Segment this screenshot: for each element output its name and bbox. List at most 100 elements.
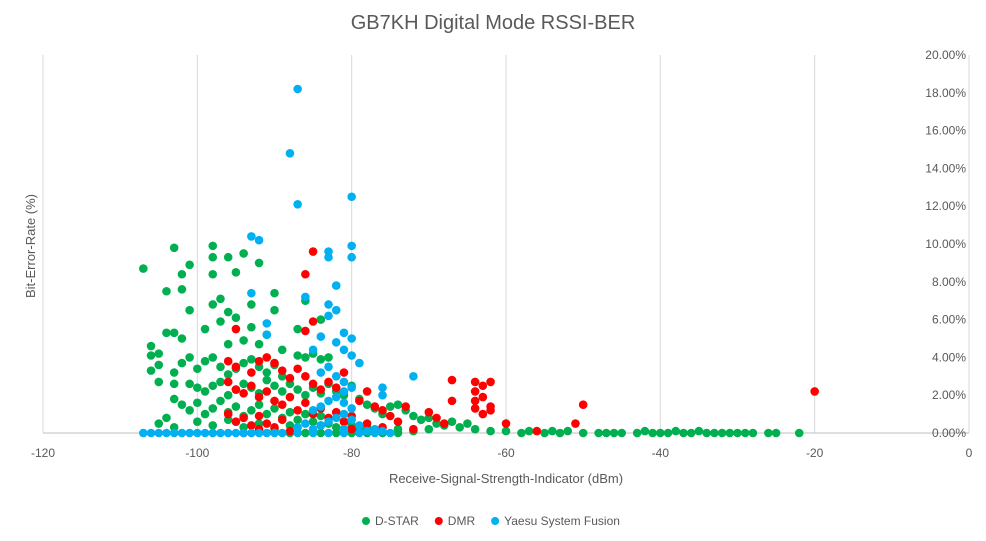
data-point [486, 406, 495, 415]
data-point [571, 419, 580, 428]
data-point [239, 336, 248, 345]
data-point [331, 305, 341, 315]
data-point [347, 241, 356, 251]
data-point [424, 407, 434, 417]
data-point [277, 415, 287, 425]
data-point [501, 426, 511, 436]
data-point [146, 366, 156, 375]
data-point [316, 368, 326, 377]
data-points [139, 84, 819, 438]
data-point [331, 392, 341, 402]
data-point [339, 417, 349, 426]
legend-label: Yaesu System Fusion [504, 514, 620, 528]
y-tick-label: 2.00% [932, 388, 966, 402]
data-point [331, 372, 341, 381]
data-point [270, 404, 279, 413]
data-point [347, 424, 356, 434]
data-point [463, 419, 472, 428]
data-point [239, 413, 248, 423]
data-point [254, 356, 264, 366]
data-point [339, 428, 349, 438]
data-point [486, 426, 495, 436]
data-point [432, 413, 441, 423]
data-point [146, 351, 156, 360]
data-point [324, 396, 333, 406]
data-point [254, 235, 264, 245]
data-point [239, 358, 248, 368]
data-point [339, 377, 349, 387]
data-point [439, 419, 449, 428]
data-point [154, 360, 164, 370]
data-point [277, 428, 287, 438]
data-point [470, 404, 480, 413]
data-point [293, 415, 302, 425]
data-point [223, 339, 233, 349]
data-point [339, 409, 349, 419]
data-point [200, 409, 210, 419]
data-point [733, 428, 742, 438]
data-point [540, 428, 549, 438]
data-point [254, 392, 264, 402]
data-point [308, 345, 318, 355]
legend-marker [434, 517, 443, 525]
data-point [231, 313, 241, 323]
legend-marker [491, 517, 500, 525]
data-point [247, 300, 256, 309]
data-point [177, 269, 187, 279]
legend-item: Yaesu System Fusion [491, 514, 620, 528]
data-point [231, 362, 241, 372]
x-tick-label: -60 [497, 446, 515, 460]
data-point [239, 249, 248, 258]
data-point [193, 398, 202, 408]
data-point [316, 332, 326, 341]
data-point [154, 377, 164, 387]
data-point [270, 288, 279, 298]
data-point [324, 300, 333, 309]
data-point [247, 288, 256, 298]
data-point [262, 387, 272, 396]
data-point [223, 307, 233, 317]
data-point [486, 377, 495, 387]
data-point [200, 356, 210, 366]
data-point [293, 84, 302, 94]
data-point [378, 383, 387, 392]
data-point [231, 428, 241, 438]
data-point [470, 424, 480, 434]
y-tick-label: 8.00% [932, 275, 966, 289]
data-point [223, 370, 233, 379]
data-point [223, 409, 233, 419]
data-point [169, 368, 179, 377]
data-point [339, 368, 349, 377]
data-point [347, 415, 356, 425]
data-point [293, 351, 302, 360]
data-point [478, 381, 488, 391]
x-tick-label: 0 [966, 446, 973, 460]
data-point [555, 428, 565, 438]
chart-title: GB7KH Digital Mode RSSI-BER [351, 12, 636, 34]
data-point [347, 192, 356, 202]
data-point [231, 417, 241, 426]
data-point [548, 426, 557, 436]
data-point [308, 247, 318, 256]
data-point [362, 400, 372, 409]
data-point [208, 428, 218, 438]
data-point [656, 428, 665, 438]
data-point [216, 294, 225, 304]
data-point [347, 334, 356, 343]
data-point [355, 396, 364, 406]
data-point [177, 358, 187, 368]
data-point [185, 353, 194, 362]
data-point [169, 394, 179, 404]
data-point [347, 252, 356, 262]
data-point [331, 428, 341, 438]
legend-label: D-STAR [375, 514, 419, 528]
data-point [200, 387, 210, 396]
data-point [725, 428, 735, 438]
data-point [293, 364, 302, 374]
data-point [208, 404, 218, 413]
data-point [301, 269, 310, 279]
data-point [740, 428, 750, 438]
data-point [262, 319, 272, 328]
data-point [177, 334, 187, 343]
data-point [648, 428, 657, 438]
